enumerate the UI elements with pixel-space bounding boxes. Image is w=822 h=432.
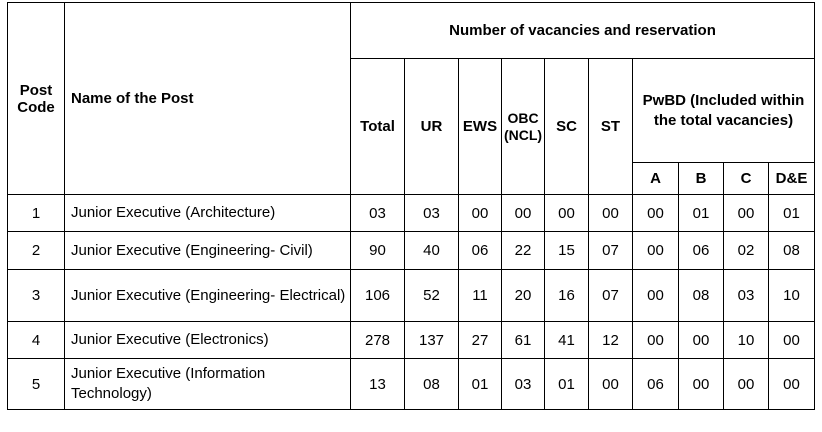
cell-pwbd-de: 00 (768, 321, 815, 359)
cell-sc: 15 (544, 231, 589, 270)
cell-post-code: 2 (7, 231, 65, 270)
cell-st: 00 (588, 358, 633, 410)
cell-post-name: Junior Executive (Architecture) (64, 194, 351, 232)
cell-ur: 03 (404, 194, 459, 232)
cell-post-code: 1 (7, 194, 65, 232)
cell-st: 00 (588, 194, 633, 232)
table-row: 5 Junior Executive (Information Technolo… (7, 358, 815, 410)
cell-sc: 41 (544, 321, 589, 359)
header-pwbd: PwBD (Included within the total vacancie… (632, 58, 815, 163)
table-row: 1 Junior Executive (Architecture) 03 03 … (7, 194, 815, 232)
vacancy-table-wrapper: Post Code Name of the Post Number of vac… (7, 2, 815, 410)
cell-ews: 27 (458, 321, 502, 359)
cell-st: 12 (588, 321, 633, 359)
cell-pwbd-de: 00 (768, 358, 815, 410)
cell-pwbd-de: 10 (768, 269, 815, 322)
cell-obc: 22 (501, 231, 545, 270)
cell-sc: 16 (544, 269, 589, 322)
cell-post-code: 4 (7, 321, 65, 359)
cell-pwbd-b: 08 (678, 269, 724, 322)
cell-ews: 06 (458, 231, 502, 270)
header-ur: UR (404, 58, 459, 195)
cell-post-name: Junior Executive (Electronics) (64, 321, 351, 359)
header-pwbd-b: B (678, 162, 724, 195)
cell-ews: 11 (458, 269, 502, 322)
table-row: 3 Junior Executive (Engineering- Electri… (7, 269, 815, 322)
vacancy-table: Post Code Name of the Post Number of vac… (7, 2, 815, 410)
cell-pwbd-c: 03 (723, 269, 769, 322)
cell-ur: 08 (404, 358, 459, 410)
cell-pwbd-a: 00 (632, 194, 679, 232)
header-st: ST (588, 58, 633, 195)
cell-pwbd-a: 00 (632, 231, 679, 270)
cell-post-name: Junior Executive (Engineering- Electrica… (64, 269, 351, 322)
header-obc: OBC (NCL) (501, 58, 545, 195)
header-pwbd-a: A (632, 162, 679, 195)
cell-pwbd-b: 06 (678, 231, 724, 270)
header-total: Total (350, 58, 405, 195)
header-ews: EWS (458, 58, 502, 195)
cell-ur: 52 (404, 269, 459, 322)
cell-total: 106 (350, 269, 405, 322)
cell-pwbd-a: 00 (632, 269, 679, 322)
cell-pwbd-de: 08 (768, 231, 815, 270)
header-post-code: Post Code (7, 2, 65, 195)
cell-post-name: Junior Executive (Information Technology… (64, 358, 351, 410)
cell-obc: 61 (501, 321, 545, 359)
cell-total: 03 (350, 194, 405, 232)
cell-obc: 03 (501, 358, 545, 410)
cell-pwbd-b: 01 (678, 194, 724, 232)
cell-sc: 00 (544, 194, 589, 232)
cell-obc: 20 (501, 269, 545, 322)
cell-post-name: Junior Executive (Engineering- Civil) (64, 231, 351, 270)
header-sc: SC (544, 58, 589, 195)
header-vacancies-group: Number of vacancies and reservation (350, 2, 815, 59)
cell-sc: 01 (544, 358, 589, 410)
cell-pwbd-a: 00 (632, 321, 679, 359)
cell-total: 278 (350, 321, 405, 359)
header-post-name: Name of the Post (64, 2, 351, 195)
cell-ur: 40 (404, 231, 459, 270)
cell-pwbd-c: 02 (723, 231, 769, 270)
cell-total: 90 (350, 231, 405, 270)
cell-pwbd-b: 00 (678, 321, 724, 359)
cell-ews: 00 (458, 194, 502, 232)
table-row: 2 Junior Executive (Engineering- Civil) … (7, 231, 815, 270)
cell-ur: 137 (404, 321, 459, 359)
cell-pwbd-c: 10 (723, 321, 769, 359)
cell-pwbd-c: 00 (723, 194, 769, 232)
header-pwbd-c: C (723, 162, 769, 195)
cell-pwbd-a: 06 (632, 358, 679, 410)
cell-pwbd-de: 01 (768, 194, 815, 232)
cell-total: 13 (350, 358, 405, 410)
cell-st: 07 (588, 231, 633, 270)
cell-post-code: 3 (7, 269, 65, 322)
header-pwbd-de: D&E (768, 162, 815, 195)
table-row: 4 Junior Executive (Electronics) 278 137… (7, 321, 815, 359)
cell-pwbd-c: 00 (723, 358, 769, 410)
cell-post-code: 5 (7, 358, 65, 410)
cell-pwbd-b: 00 (678, 358, 724, 410)
cell-st: 07 (588, 269, 633, 322)
cell-obc: 00 (501, 194, 545, 232)
cell-ews: 01 (458, 358, 502, 410)
